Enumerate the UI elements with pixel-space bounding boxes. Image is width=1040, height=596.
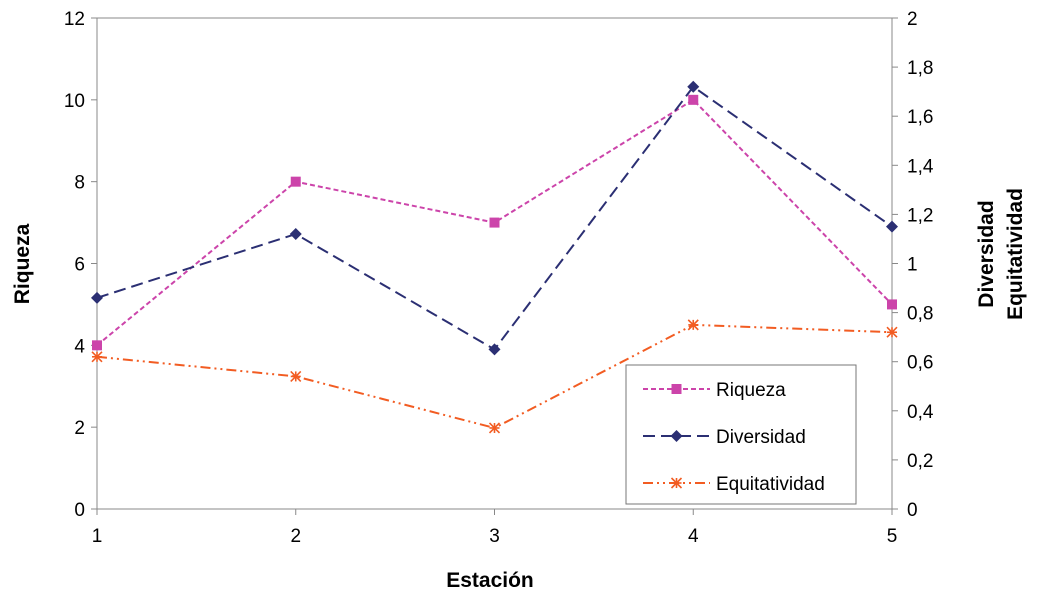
left-tick-label: 4 — [74, 336, 85, 357]
riqueza-point — [688, 94, 699, 105]
x-tick-label: 5 — [887, 526, 898, 547]
left-axis: 0 2 4 6 8 10 12 — [64, 9, 97, 521]
x-tick-label: 4 — [688, 526, 699, 547]
legend-riqueza-marker — [671, 384, 682, 394]
legend-equitatividad-marker — [670, 477, 683, 489]
riqueza-point — [290, 176, 301, 187]
equitatividad-point — [290, 370, 302, 382]
riqueza-point — [489, 217, 500, 228]
left-tick-label: 10 — [64, 91, 85, 112]
diversidad-point — [488, 343, 501, 356]
diversidad-point — [289, 228, 302, 241]
x-tick-label: 2 — [290, 526, 301, 547]
legend-riqueza-label: Riqueza — [716, 380, 786, 401]
right-axis-title-line-2: Equitatividad — [1004, 188, 1027, 320]
right-tick-label: 1,6 — [907, 107, 933, 128]
legend-box — [625, 364, 857, 505]
legend-diversidad-marker — [670, 430, 683, 442]
right-tick-label: 0,2 — [907, 451, 933, 472]
right-axis: 0 0,2 0,4 0,6 0,8 1 1,2 1,4 1,6 1,8 2 — [892, 9, 934, 521]
right-tick-label: 1,2 — [907, 205, 933, 226]
legend-diversidad-label: Diversidad — [716, 427, 806, 448]
diversidad-point — [91, 291, 103, 304]
left-axis-title: Riqueza — [11, 223, 34, 304]
equitatividad-point — [886, 326, 898, 338]
equitatividad-point — [91, 351, 103, 363]
right-tick-label: 1 — [907, 255, 918, 276]
x-axis: 1 2 3 4 5 — [92, 509, 898, 547]
series-layer — [91, 80, 898, 434]
right-tick-label: 1,4 — [907, 156, 934, 177]
riqueza-point — [92, 340, 102, 351]
right-tick-label: 0 — [907, 500, 918, 521]
left-tick-label: 8 — [74, 173, 85, 194]
left-tick-label: 6 — [74, 255, 85, 276]
x-tick-label: 1 — [92, 526, 103, 547]
left-tick-label: 0 — [74, 500, 85, 521]
right-tick-label: 0,6 — [907, 353, 933, 374]
right-tick-label: 0,4 — [907, 402, 934, 423]
right-tick-label: 0,8 — [907, 304, 933, 325]
diversidad-point — [886, 220, 898, 233]
equitatividad-point — [488, 422, 501, 434]
right-tick-label: 1,8 — [907, 58, 933, 79]
right-tick-label: 2 — [907, 9, 918, 30]
riqueza-point — [887, 299, 897, 310]
left-tick-label: 12 — [64, 9, 85, 30]
diversidad-point — [687, 80, 700, 93]
equitatividad-point — [687, 319, 699, 331]
legend-equitatividad-label: Equitatividad — [716, 474, 825, 495]
x-axis-title: Estación — [446, 569, 534, 592]
x-tick-label: 3 — [489, 526, 500, 547]
left-tick-label: 2 — [74, 418, 85, 439]
legend: Riqueza Diversidad Equitatividad — [625, 364, 857, 505]
right-axis-title-line-1: Diversidad — [975, 200, 998, 307]
